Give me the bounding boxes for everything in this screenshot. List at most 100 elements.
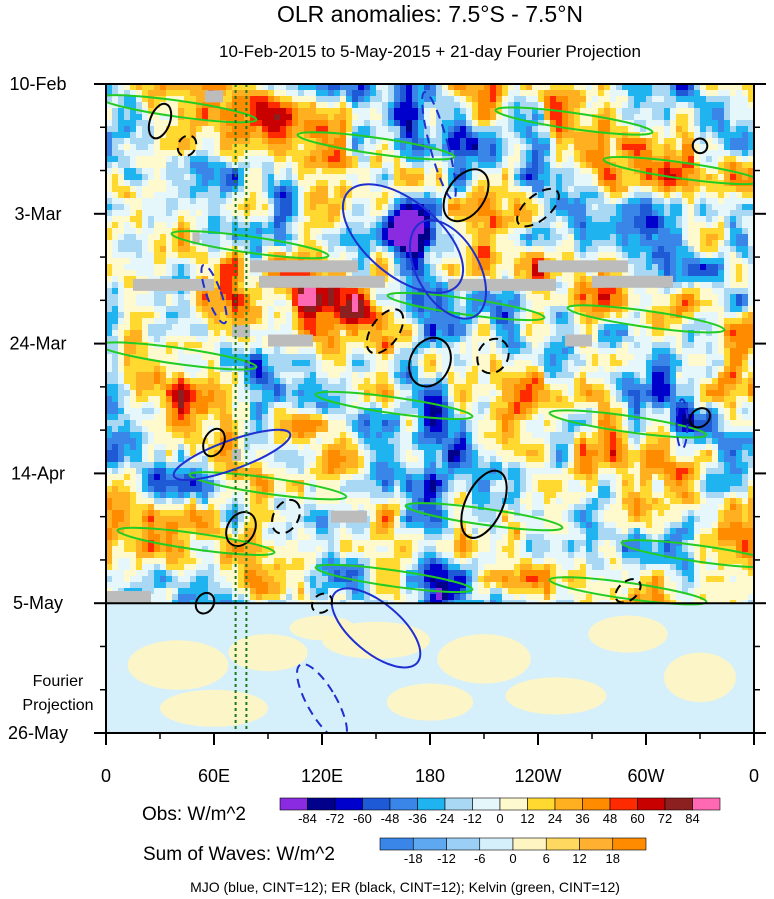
- heat-cell: [274, 156, 281, 163]
- heat-cell: [520, 318, 527, 325]
- heat-cell: [622, 210, 629, 217]
- heat-cell: [502, 228, 509, 235]
- heat-cell: [118, 186, 125, 193]
- heat-cell: [592, 354, 599, 361]
- heat-cell: [304, 180, 311, 187]
- heat-cell: [118, 150, 125, 157]
- heat-cell: [298, 84, 305, 91]
- heat-cell: [178, 132, 185, 139]
- heat-cell: [118, 246, 125, 253]
- heat-cell: [400, 276, 407, 283]
- heat-cell: [598, 198, 605, 205]
- heat-cell: [622, 90, 629, 97]
- heat-cell: [196, 306, 203, 313]
- heat-cell: [706, 162, 713, 169]
- heat-cell: [166, 228, 173, 235]
- heat-cell: [598, 312, 605, 319]
- heat-cell: [676, 270, 683, 277]
- heat-cell: [454, 138, 461, 145]
- heat-cell: [748, 240, 754, 247]
- heat-cell: [328, 336, 335, 343]
- heat-cell: [226, 252, 233, 259]
- heat-cell: [184, 300, 191, 307]
- heat-cell: [328, 186, 335, 193]
- heat-cell: [742, 228, 749, 235]
- heat-cell: [484, 114, 491, 121]
- heat-cell: [466, 156, 473, 163]
- heat-cell: [334, 312, 341, 319]
- heat-cell: [430, 162, 437, 169]
- heat-cell: [118, 180, 125, 187]
- heat-cell: [706, 204, 713, 211]
- heat-cell: [694, 324, 701, 331]
- heat-cell: [586, 354, 593, 361]
- heat-cell: [166, 240, 173, 247]
- heat-cell: [454, 90, 461, 97]
- heat-cell: [436, 252, 443, 259]
- heat-cell: [148, 330, 155, 337]
- heat-cell: [742, 156, 749, 163]
- heat-cell: [628, 270, 635, 277]
- heat-cell: [196, 150, 203, 157]
- heat-cell: [310, 150, 317, 157]
- heat-cell: [166, 132, 173, 139]
- heat-cell: [574, 138, 581, 145]
- heat-cell: [376, 336, 383, 343]
- heat-cell: [562, 228, 569, 235]
- heat-cell: [706, 114, 713, 121]
- heat-cell: [520, 270, 527, 277]
- heat-cell: [532, 294, 539, 301]
- heat-cell: [610, 216, 617, 223]
- heat-cell: [184, 336, 191, 343]
- heat-cell: [544, 144, 551, 151]
- heat-cell: [394, 234, 401, 241]
- heat-cell: [268, 144, 275, 151]
- heat-cell: [322, 228, 329, 235]
- heat-cell: [496, 258, 503, 265]
- heat-cell: [700, 84, 707, 91]
- heat-cell: [154, 198, 161, 205]
- heat-cell: [316, 330, 323, 337]
- heat-cell: [160, 312, 167, 319]
- heat-cell: [214, 312, 221, 319]
- heat-cell: [256, 228, 263, 235]
- heat-cell: [220, 192, 227, 199]
- heat-cell: [274, 234, 281, 241]
- heat-cell: [526, 240, 533, 247]
- heat-cell: [316, 288, 323, 295]
- heat-cell: [712, 306, 719, 313]
- heat-cell: [436, 84, 443, 91]
- heat-cell: [388, 246, 395, 253]
- heat-cell: [580, 180, 587, 187]
- heat-cell: [670, 300, 677, 307]
- heat-cell: [364, 234, 371, 241]
- heat-cell: [424, 150, 431, 157]
- heat-cell: [388, 336, 395, 343]
- heat-cell: [652, 228, 659, 235]
- heat-cell: [496, 246, 503, 253]
- heat-cell: [118, 162, 125, 169]
- heat-cell: [652, 258, 659, 265]
- heat-cell: [604, 96, 611, 103]
- heat-cell: [214, 342, 221, 349]
- heat-cell: [106, 120, 113, 127]
- heat-cell: [364, 174, 371, 181]
- heat-cell: [328, 180, 335, 187]
- heat-cell: [580, 144, 587, 151]
- heat-cell: [562, 186, 569, 193]
- heat-cell: [190, 258, 197, 265]
- heat-cell: [682, 240, 689, 247]
- heat-cell: [652, 96, 659, 103]
- heat-cell: [118, 126, 125, 133]
- heat-cell: [346, 306, 353, 313]
- heat-cell: [736, 138, 743, 145]
- heat-cell: [550, 336, 557, 343]
- heat-cell: [400, 252, 407, 259]
- heat-cell: [274, 120, 281, 127]
- heat-cell: [322, 324, 329, 331]
- heat-cell: [286, 156, 293, 163]
- heat-cell: [328, 324, 335, 331]
- heat-cell: [736, 234, 743, 241]
- heat-cell: [172, 216, 179, 223]
- heat-cell: [292, 210, 299, 217]
